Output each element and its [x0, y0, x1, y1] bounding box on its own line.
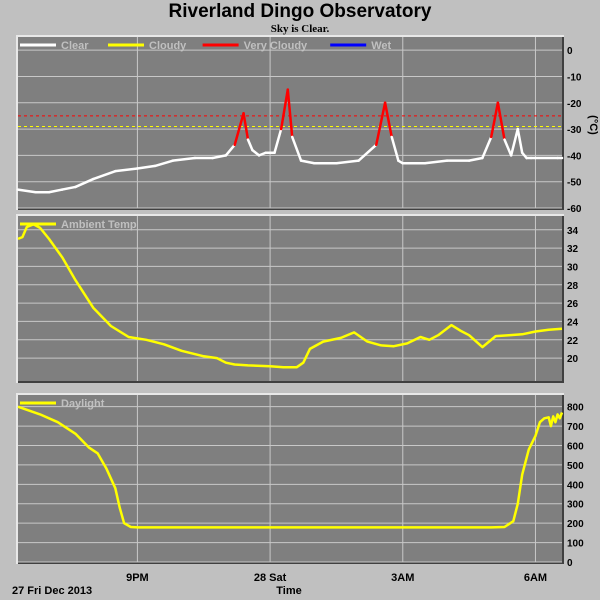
y-tick-label: 28 [567, 281, 579, 292]
sky-temp-segment [481, 135, 493, 160]
y-tick-label: 0 [567, 46, 573, 57]
x-axis-label: Time [276, 585, 301, 597]
sky-temp-segment [16, 188, 37, 194]
y-tick-label: 0 [567, 558, 573, 569]
y-tick-label: 24 [567, 317, 579, 328]
legend-label: Wet [371, 40, 391, 52]
daylight-line [17, 405, 564, 529]
sky-temp-segment [286, 88, 294, 139]
x-tick-label: 28 Sat [254, 572, 287, 584]
sky-temp-segment [273, 127, 283, 155]
page-title: Riverland Dingo Observatory [168, 1, 432, 22]
sky-temp-segment [423, 159, 449, 165]
y-tick-label: 100 [567, 539, 584, 550]
sky-temp-segment [489, 101, 500, 139]
legend-label: Daylight [61, 398, 105, 410]
sky-temp-segment [251, 148, 261, 157]
x-tick-label: 3AM [391, 572, 414, 584]
date-label: 27 Fri Dec 2013 [12, 585, 92, 597]
y-tick-label: -10 [567, 72, 582, 83]
y-tick-label: 200 [567, 519, 584, 530]
x-tick-label: 6AM [524, 572, 547, 584]
sky-temp-segment [233, 112, 245, 147]
legend-label: Clear [61, 40, 89, 52]
sky-temp-segment [335, 159, 360, 165]
sky-temp-segment [390, 135, 400, 162]
y-tick-label: -50 [567, 178, 582, 189]
sky-temp-segment [47, 188, 64, 194]
sky-temp-segment [290, 135, 303, 162]
sky-temp-segment [383, 101, 393, 139]
sky-temp-segment [496, 101, 506, 141]
legend-label: Ambient Temp [61, 219, 137, 231]
plot-area [18, 216, 562, 381]
sky-temp-segment [246, 138, 254, 152]
sky-temp-segment [299, 159, 316, 165]
y-tick-label: 34 [567, 226, 579, 237]
sky-temp-segment [374, 101, 387, 147]
sky-temp-segment [136, 164, 157, 170]
y-tick-label: -30 [567, 125, 582, 136]
sky-temp-segment [357, 143, 378, 162]
legend-label: Cloudy [149, 40, 187, 52]
y-tick-label: 32 [567, 244, 579, 255]
sky-temp-segment [114, 167, 139, 173]
sky-temp-segment [503, 138, 513, 157]
ambient-temp-line [17, 223, 563, 369]
sky-temp-segment [516, 127, 524, 155]
y-tick-label: 500 [567, 461, 584, 472]
y-tick-label: 26 [567, 299, 579, 310]
y-tick-label: 700 [567, 422, 584, 433]
y-tick-label: 400 [567, 480, 584, 491]
sky-temp-segment [242, 112, 250, 141]
y-tick-label: -40 [567, 151, 582, 162]
sky-temp-segment [509, 127, 520, 157]
y-tick-label: -20 [567, 99, 582, 110]
plot-area [18, 395, 562, 562]
y-tick-label: -60 [567, 204, 582, 215]
y-axis-label: (°C) [587, 115, 599, 135]
sky-temp-segment [467, 156, 484, 162]
sky-temp-segment [153, 159, 175, 168]
y-tick-label: 600 [567, 441, 584, 452]
y-tick-label: 20 [567, 354, 579, 365]
sky-temp-segment [171, 156, 197, 162]
sky-temp-segment [211, 154, 228, 160]
y-tick-label: 22 [567, 336, 579, 347]
sky-temp-segment [91, 169, 117, 181]
y-tick-label: 800 [567, 403, 584, 414]
sky-temp-segment [224, 143, 236, 157]
y-tick-label: 300 [567, 500, 584, 511]
x-tick-label: 9PM [126, 572, 149, 584]
legend-label: Very Cloudy [244, 40, 308, 52]
sky-temp-segment [60, 185, 77, 191]
y-tick-label: 30 [567, 262, 579, 273]
sky-temp-segment [74, 177, 95, 189]
sky-temp-segment [279, 88, 290, 131]
sky-status: Sky is Clear. [270, 23, 330, 35]
